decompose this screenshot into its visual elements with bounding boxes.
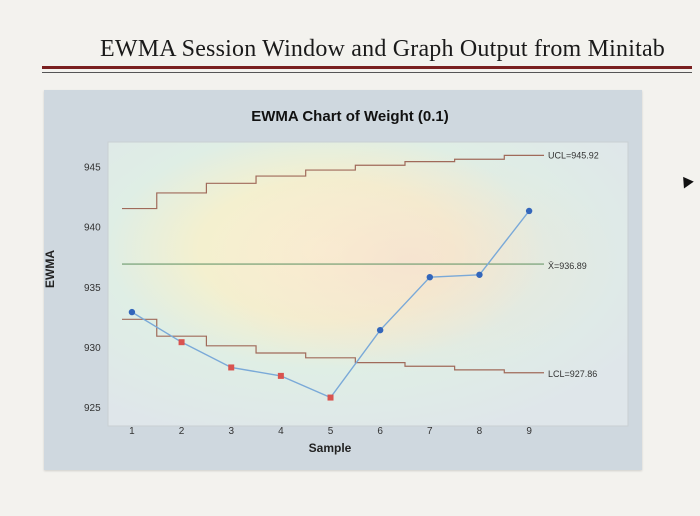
ucl-label: UCL=945.92 [548,150,599,160]
ewma-point-out-of-control [228,364,235,371]
x-tick-label: 6 [377,426,383,437]
ewma-point-out-of-control [178,339,185,346]
plot-area-highlight [108,142,628,426]
ewma-point [525,207,533,215]
x-tick-label: 7 [427,426,433,437]
ucl-line [122,154,544,210]
y-tick-label: 940 [84,223,101,234]
lcl-line [122,318,544,374]
ewma-point [128,308,136,316]
ewma-point-out-of-control [277,372,284,379]
x-axis-label: Sample [308,441,352,455]
chart-title: EWMA Chart of Weight (0.1) [251,108,449,125]
x-tick-label: 1 [129,426,135,437]
x-tick-label: 2 [179,426,185,437]
title-underline-thick [42,66,692,69]
y-tick-label: 945 [84,162,101,173]
x-tick-label: 3 [228,426,234,437]
ewma-chart: 925 930 935 940 945 1 2 3 4 5 6 7 8 9 UCL=945.92 X̄=9… [84,141,629,437]
ewma-point-out-of-control [327,394,334,401]
lcl-label: LCL=927.86 [548,369,597,379]
ewma-point [476,271,483,278]
ewma-point [426,273,434,281]
x-tick-label: 8 [477,426,483,437]
x-tick-label: 5 [328,426,334,437]
title-underline-thin [42,72,692,73]
y-tick-label: 925 [84,403,101,414]
x-tick-label: 9 [526,426,532,437]
y-tick-label: 930 [84,343,101,354]
y-tick-label: 935 [84,283,101,294]
mouse-pointer-icon [678,173,694,189]
slide-title: EWMA Session Window and Graph Output fro… [100,36,666,62]
y-axis-label: EWMA [43,250,57,288]
ewma-point [376,326,384,334]
x-tick-label: 4 [278,426,284,437]
center-line-label: X̄=936.89 [548,261,587,271]
